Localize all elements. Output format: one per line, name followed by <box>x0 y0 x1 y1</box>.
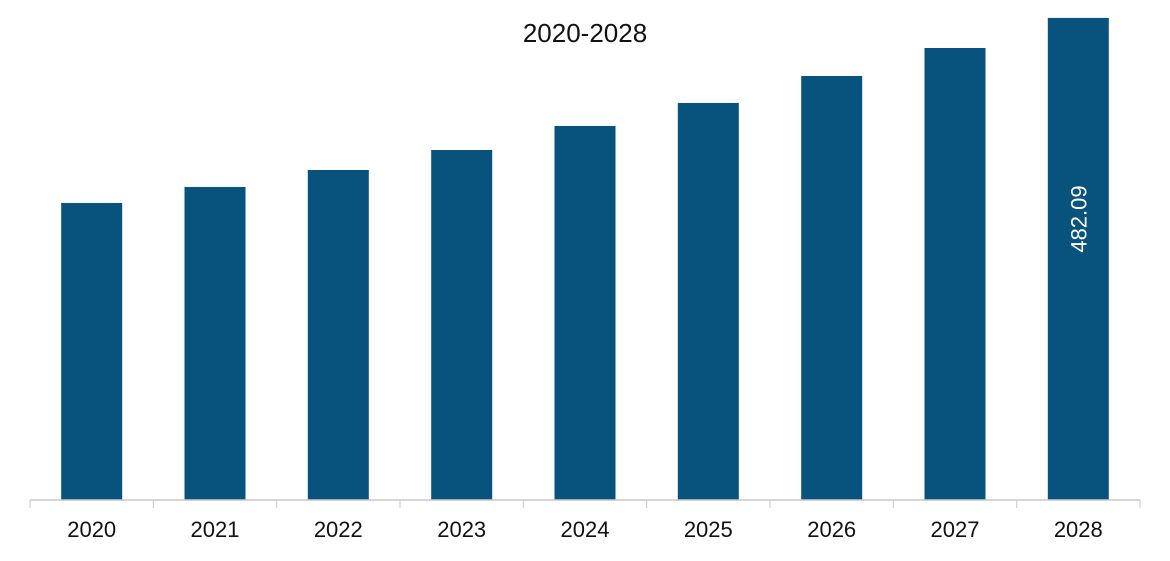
x-tick-label-2021: 2021 <box>191 517 240 542</box>
x-axis-ticks <box>29 500 1141 508</box>
x-tick-label-2020: 2020 <box>67 517 116 542</box>
x-tick-label-2027: 2027 <box>931 517 980 542</box>
bar-2021 <box>184 187 246 500</box>
x-tick-label-2022: 2022 <box>314 517 363 542</box>
x-tick-label-2025: 2025 <box>684 517 733 542</box>
bars-group <box>61 17 1109 501</box>
data-labels-group: 482.09 <box>1066 185 1091 252</box>
x-tick-label-2028: 2028 <box>1054 517 1103 542</box>
x-tick-label-2023: 2023 <box>437 517 486 542</box>
bar-2020 <box>61 203 123 500</box>
bar-2022 <box>307 170 369 500</box>
bar-2024 <box>554 126 616 500</box>
x-tick-label-2026: 2026 <box>807 517 856 542</box>
x-tick-label-2024: 2024 <box>561 517 610 542</box>
bar-2026 <box>801 76 863 500</box>
bar-2028 <box>1047 17 1109 501</box>
data-label-2028: 482.09 <box>1066 185 1091 252</box>
x-axis-tick-labels: 2020 2021 2022 2023 2024 2025 2026 2027 2028 <box>67 517 1103 542</box>
bar-2025 <box>677 103 739 500</box>
bar-2023 <box>431 150 493 500</box>
bar-2027 <box>924 48 986 500</box>
chart-title: 2020-2028 <box>522 18 648 48</box>
